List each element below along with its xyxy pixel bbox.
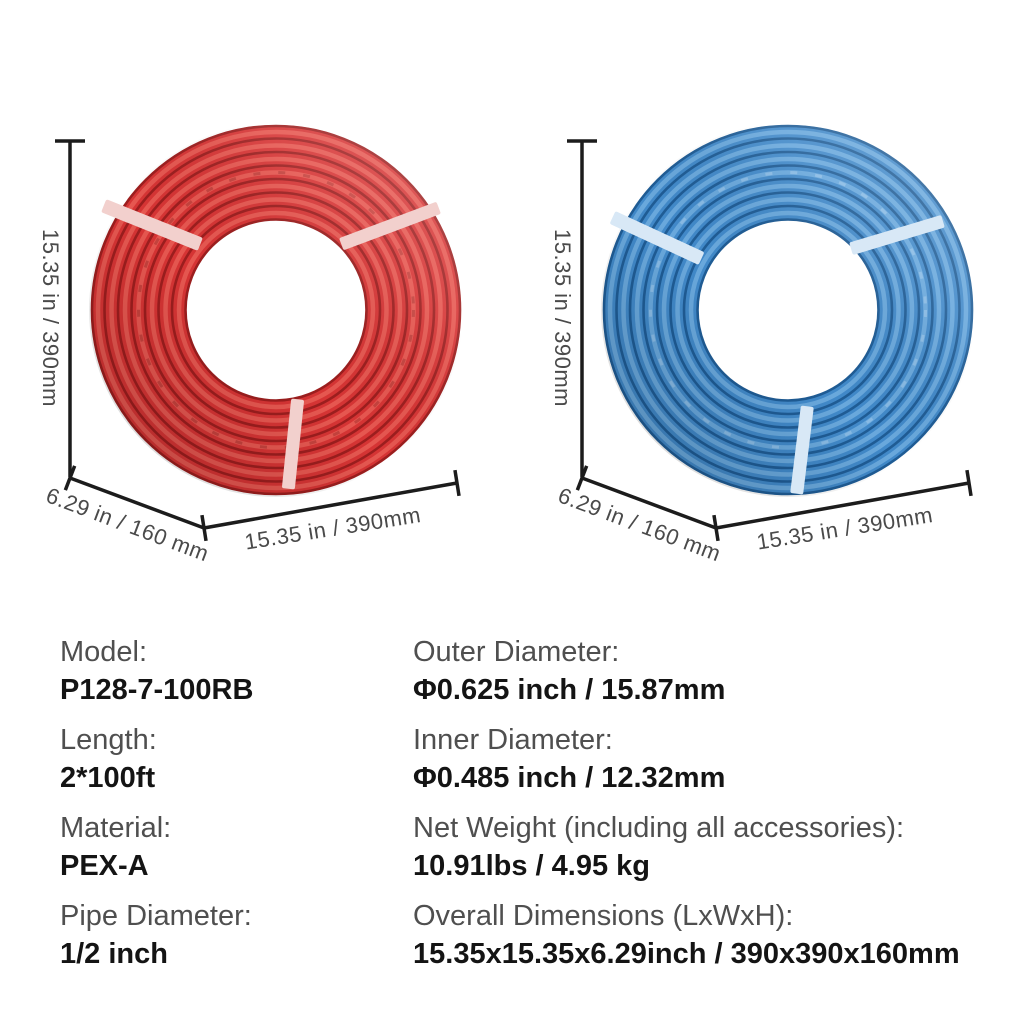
spec-row: Material: PEX-A xyxy=(60,810,400,898)
depth-dimension-label: 6.29 in / 160 mm xyxy=(43,482,213,566)
spec-column-left: Model: P128-7-100RB Length: 2*100ft Mate… xyxy=(60,634,400,986)
coil-strap xyxy=(790,405,814,495)
spec-value-inner-diameter: Φ0.485 inch / 12.32mm xyxy=(413,762,726,794)
spec-row: Outer Diameter: Φ0.625 inch / 15.87mm xyxy=(413,634,1013,722)
spec-value-model: P128-7-100RB xyxy=(60,674,254,706)
spec-row: Inner Diameter: Φ0.485 inch / 12.32mm xyxy=(413,722,1013,810)
blue-coil-figure: 15.35 in / 390mm 6.29 in / 160 mm 15.35 … xyxy=(550,123,975,566)
spec-label-material: Material: xyxy=(60,812,172,844)
height-dimension-line xyxy=(55,139,85,477)
spec-row: Net Weight (including all accessories): … xyxy=(413,810,1013,898)
product-figures: 15.35 in / 390mm 6.29 in / 160 mm 15.35 … xyxy=(38,123,975,566)
coil-strap xyxy=(282,398,304,490)
coil-shading xyxy=(89,123,463,497)
spec-value-material: PEX-A xyxy=(60,850,149,882)
spec-label-inner-diameter: Inner Diameter: xyxy=(413,724,613,756)
spec-label-net-weight: Net Weight (including all accessories): xyxy=(413,812,905,844)
spec-value-outer-diameter: Φ0.625 inch / 15.87mm xyxy=(413,674,726,706)
spec-value-pipe-diameter: 1/2 inch xyxy=(60,938,168,970)
dimension-tick xyxy=(965,469,973,497)
height-dimension-label: 15.35 in / 390mm xyxy=(550,229,575,407)
coil-shading xyxy=(601,123,975,497)
spec-label-overall-dimensions: Overall Dimensions (LxWxH): xyxy=(413,900,794,932)
coil-strap xyxy=(610,211,704,265)
depth-dimension-line xyxy=(581,476,717,530)
width-dimension-line xyxy=(203,481,458,530)
depth-dimension-label: 6.29 in / 160 mm xyxy=(555,482,725,566)
height-dimension-label: 15.35 in / 390mm xyxy=(38,229,63,407)
spec-label-outer-diameter: Outer Diameter: xyxy=(413,636,620,668)
width-dimension-line xyxy=(715,481,970,530)
spec-row: Pipe Diameter: 1/2 inch xyxy=(60,898,400,986)
spec-row: Model: P128-7-100RB xyxy=(60,634,400,722)
spec-column-right: Outer Diameter: Φ0.625 inch / 15.87mm In… xyxy=(413,634,1013,986)
spec-label-model: Model: xyxy=(60,636,148,668)
spec-label-pipe-diameter: Pipe Diameter: xyxy=(60,900,252,932)
spec-value-net-weight: 10.91lbs / 4.95 kg xyxy=(413,850,650,882)
height-dimension-line xyxy=(567,139,597,477)
blue-coil-image xyxy=(601,123,975,497)
spec-value-overall-dimensions: 15.35x15.35x6.29inch / 390x390x160mm xyxy=(413,938,960,970)
spec-section: Model: P128-7-100RB Length: 2*100ft Mate… xyxy=(0,634,1024,1004)
dimension-tick xyxy=(453,469,461,497)
spec-label-length: Length: xyxy=(60,724,157,756)
spec-row: Overall Dimensions (LxWxH): 15.35x15.35x… xyxy=(413,898,1013,986)
width-dimension-label: 15.35 in / 390mm xyxy=(243,502,423,555)
spec-row: Length: 2*100ft xyxy=(60,722,400,810)
spec-value-length: 2*100ft xyxy=(60,762,156,794)
red-coil-image xyxy=(89,123,463,497)
depth-dimension-line xyxy=(69,476,205,530)
coil-strap xyxy=(849,215,945,255)
coil-strap xyxy=(101,199,203,251)
width-dimension-label: 15.35 in / 390mm xyxy=(755,502,935,555)
red-coil-figure: 15.35 in / 390mm 6.29 in / 160 mm 15.35 … xyxy=(38,123,463,566)
coil-strap xyxy=(339,202,441,250)
